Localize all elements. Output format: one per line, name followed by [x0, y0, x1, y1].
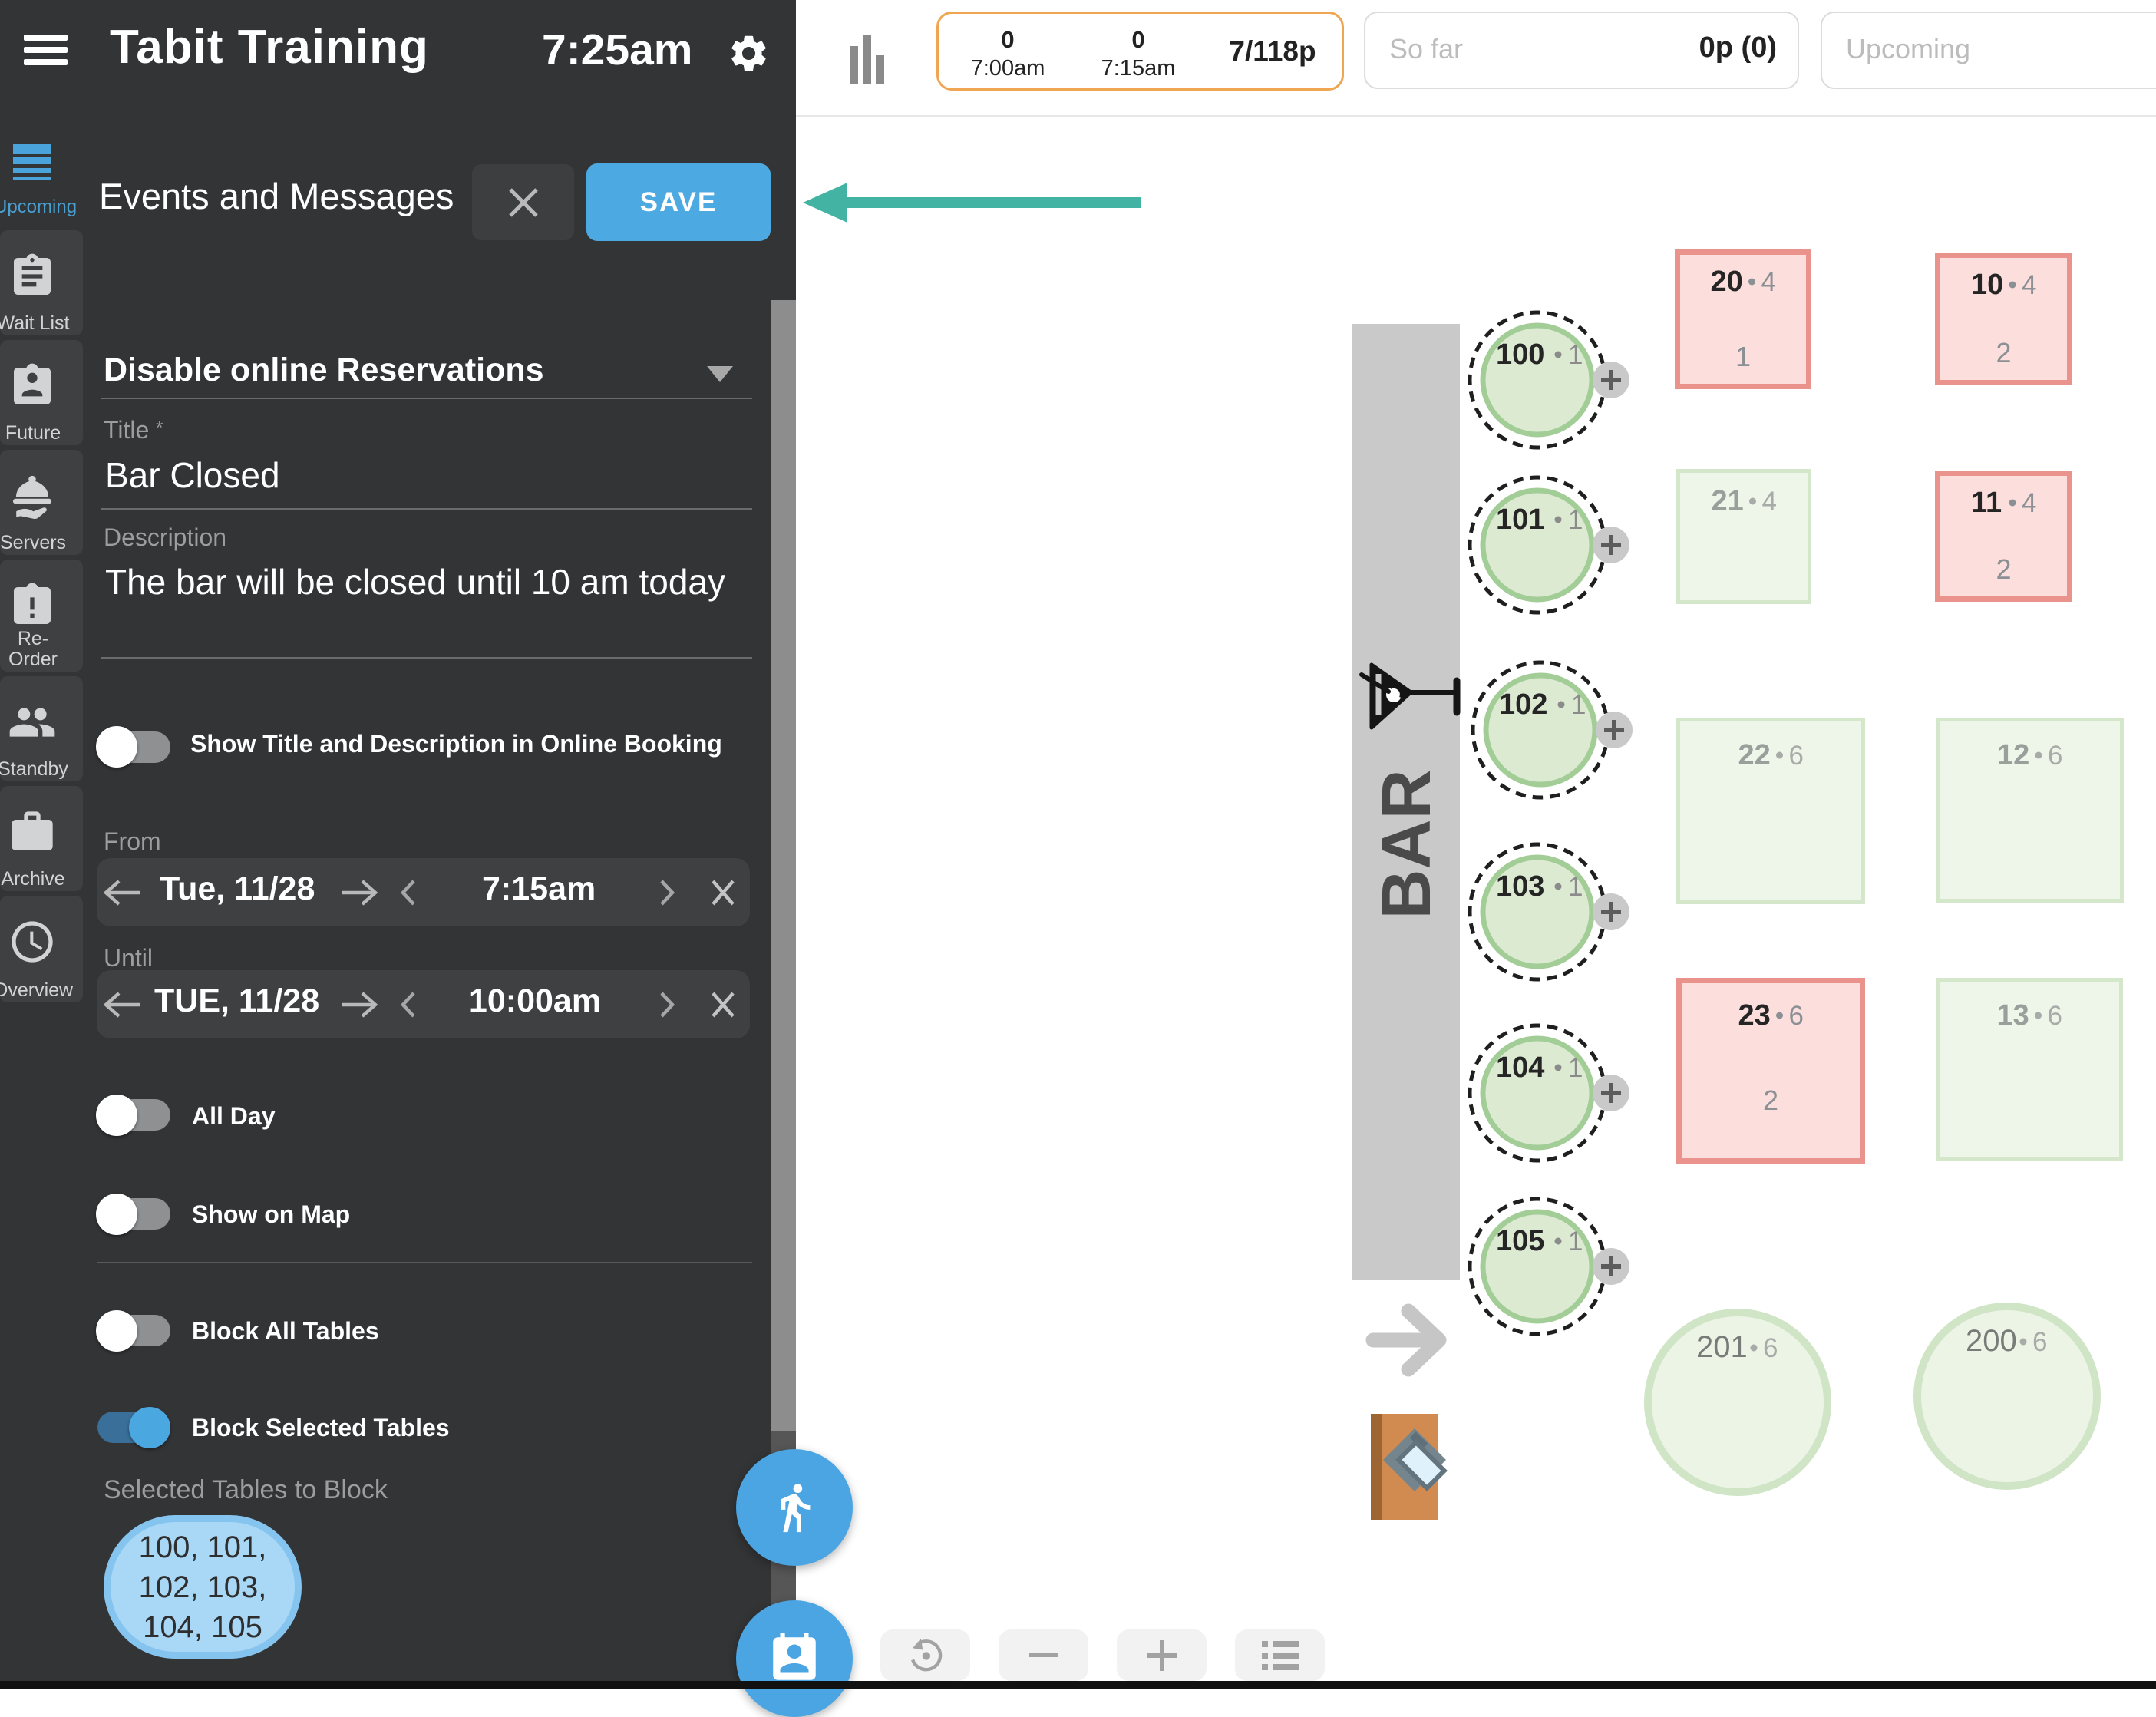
- svg-text:22: 22: [1738, 739, 1771, 771]
- svg-text:104: 104: [1496, 1052, 1544, 1084]
- svg-text:4: 4: [1762, 487, 1777, 517]
- svg-text:6: 6: [1763, 1333, 1778, 1363]
- svg-text:BAR: BAR: [1369, 770, 1445, 920]
- svg-text:20: 20: [1711, 266, 1743, 298]
- svg-text:12: 12: [1997, 739, 2029, 771]
- svg-text:21: 21: [1712, 485, 1744, 517]
- svg-text:101: 101: [1496, 504, 1544, 536]
- svg-text:6: 6: [2032, 1327, 2047, 1357]
- svg-text:1: 1: [1735, 341, 1751, 372]
- svg-text:23: 23: [1738, 999, 1771, 1032]
- svg-text:13: 13: [1997, 999, 2029, 1032]
- svg-text:105: 105: [1496, 1225, 1544, 1257]
- svg-text:1: 1: [1568, 505, 1583, 535]
- svg-text:11: 11: [1971, 487, 2002, 519]
- svg-text:6: 6: [1789, 741, 1804, 771]
- svg-text:2: 2: [1996, 553, 2011, 585]
- svg-text:10: 10: [1971, 269, 2003, 301]
- svg-text:6: 6: [1789, 1001, 1804, 1031]
- svg-text:1: 1: [1568, 1227, 1583, 1256]
- svg-text:1: 1: [1568, 872, 1583, 902]
- svg-text:2: 2: [1996, 337, 2011, 368]
- svg-text:1: 1: [1568, 340, 1583, 370]
- svg-text:4: 4: [1761, 267, 1776, 297]
- svg-text:4: 4: [2022, 488, 2036, 518]
- svg-text:1: 1: [1568, 1053, 1583, 1083]
- svg-text:6: 6: [2048, 741, 2062, 771]
- svg-text:102: 102: [1499, 688, 1547, 721]
- svg-text:103: 103: [1496, 870, 1544, 903]
- svg-text:1: 1: [1571, 690, 1586, 720]
- svg-text:100: 100: [1496, 338, 1544, 371]
- svg-text:6: 6: [2048, 1001, 2062, 1031]
- svg-text:200: 200: [1966, 1324, 2017, 1358]
- svg-text:201: 201: [1696, 1330, 1748, 1364]
- svg-text:4: 4: [2022, 270, 2036, 300]
- svg-text:2: 2: [1763, 1085, 1778, 1116]
